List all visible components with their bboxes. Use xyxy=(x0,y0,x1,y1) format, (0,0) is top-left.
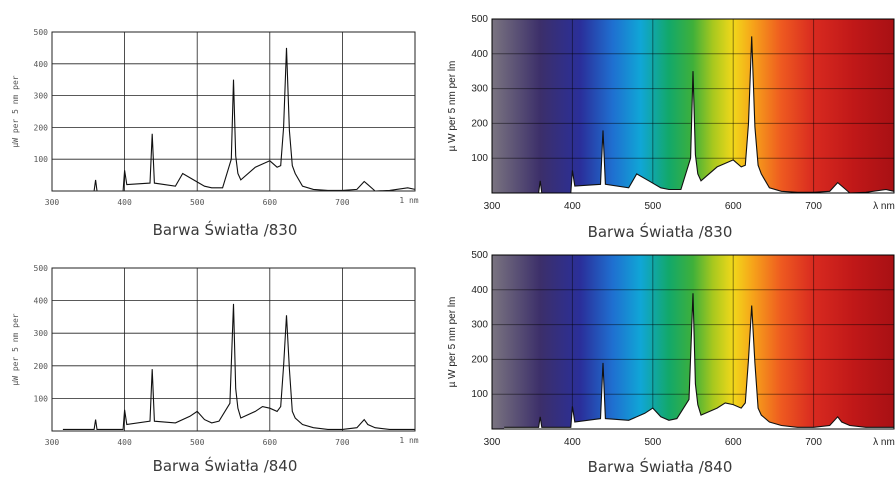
x-tick-label: 500 xyxy=(190,198,205,207)
series-line xyxy=(504,293,894,428)
y-tick-label: 200 xyxy=(471,354,488,365)
x-unit-label: λ nm xyxy=(873,201,895,212)
x-tick-label: 300 xyxy=(484,201,501,212)
x-tick-label: 300 xyxy=(45,198,60,207)
chart-caption: Barwa Światła /830 xyxy=(153,220,298,239)
x-tick-label: 500 xyxy=(644,437,661,448)
x-tick-label: 700 xyxy=(335,438,350,447)
x-tick-label: 500 xyxy=(644,201,661,212)
x-tick-label: 400 xyxy=(117,198,132,207)
plot-frame xyxy=(491,18,895,194)
chart-3: 300 400 500 600 700 1 nm 100 200 300 400 500 µW per… xyxy=(11,264,419,475)
x-unit-label: 1 nm xyxy=(399,196,418,205)
x-tick-label: 400 xyxy=(117,438,132,447)
y-tick-label: 300 xyxy=(471,320,488,331)
chart-caption: Barwa Światła /840 xyxy=(153,456,298,475)
x-tick-label: 300 xyxy=(484,437,501,448)
y-tick-label: 400 xyxy=(471,285,488,296)
y-tick-label: 200 xyxy=(471,118,488,129)
y-tick-label: 100 xyxy=(34,155,49,164)
y-tick-label: 200 xyxy=(34,362,49,371)
chart-caption: Barwa Światła /830 xyxy=(588,222,733,241)
x-tick-label: 600 xyxy=(725,201,742,212)
chart-2: 300 400 500 600 700 λ nm 100 200 300 400 500 µ W pe… xyxy=(447,14,895,241)
x-unit-label: 1 nm xyxy=(399,436,418,445)
chart-caption: Barwa Światła /840 xyxy=(588,457,733,476)
y-axis-label: µW per 5 nm per xyxy=(11,313,20,385)
y-tick-label: 100 xyxy=(34,394,49,403)
y-tick-label: 300 xyxy=(34,92,49,101)
x-tick-label: 700 xyxy=(335,198,350,207)
y-tick-label: 200 xyxy=(34,123,49,132)
x-tick-label: 400 xyxy=(564,201,581,212)
x-tick-label: 700 xyxy=(805,201,822,212)
y-tick-label: 500 xyxy=(34,28,49,37)
y-tick-label: 400 xyxy=(34,297,49,306)
x-tick-label: 600 xyxy=(263,438,278,447)
y-tick-label: 400 xyxy=(471,49,488,60)
y-tick-label: 400 xyxy=(34,60,49,69)
y-axis-label: µ W per 5 nm per lm xyxy=(447,61,458,152)
x-tick-label: 300 xyxy=(45,438,60,447)
y-tick-label: 300 xyxy=(471,84,488,95)
y-tick-label: 500 xyxy=(471,250,488,261)
x-tick-label: 500 xyxy=(190,438,205,447)
y-tick-label: 100 xyxy=(471,153,488,164)
series-line xyxy=(62,303,415,430)
series-line xyxy=(504,36,895,194)
y-tick-label: 300 xyxy=(34,329,49,338)
plot-frame xyxy=(51,31,416,192)
x-tick-label: 600 xyxy=(725,437,742,448)
x-tick-label: 600 xyxy=(263,198,278,207)
series-line xyxy=(62,47,416,192)
y-axis-label: µW per 5 nm per xyxy=(11,75,20,147)
y-tick-label: 500 xyxy=(471,14,488,25)
chart-1: 300 400 500 600 700 1 nm 100 200 300 400 500 µW per… xyxy=(11,28,419,239)
y-tick-label: 500 xyxy=(34,264,49,273)
plot-frame xyxy=(51,267,416,432)
x-tick-label: 700 xyxy=(805,437,822,448)
y-axis-label: µ W per 5 nm per lm xyxy=(447,297,458,388)
chart-4: 300 400 500 600 700 λ nm 100 200 300 400 500 µ W pe… xyxy=(447,250,895,476)
x-tick-label: 400 xyxy=(564,437,581,448)
x-unit-label: λ nm xyxy=(873,437,895,448)
plot-frame xyxy=(491,254,895,430)
y-tick-label: 100 xyxy=(471,389,488,400)
